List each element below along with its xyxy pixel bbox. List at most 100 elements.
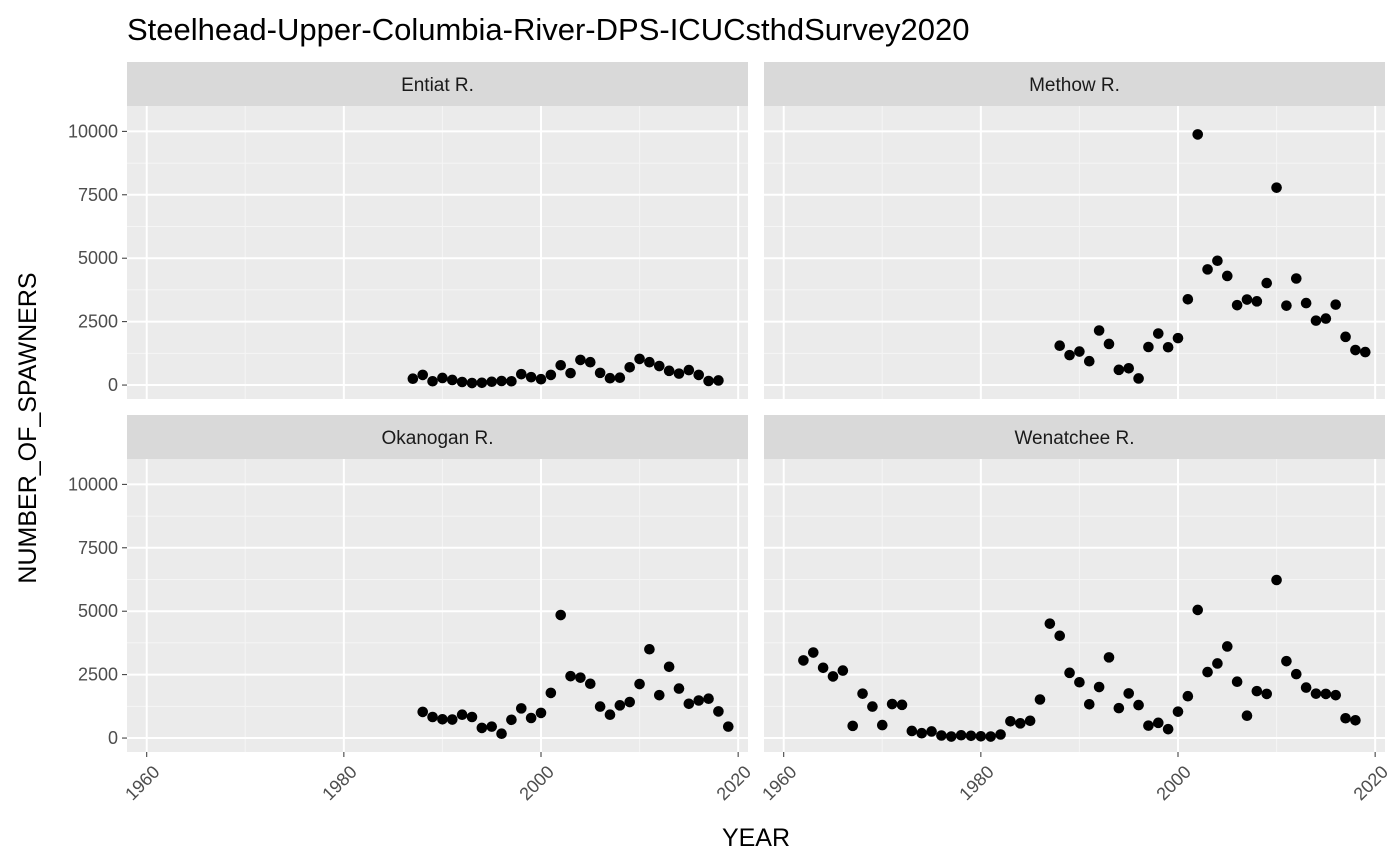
- data-point: [683, 698, 695, 710]
- data-point: [713, 706, 724, 717]
- data-point: [535, 707, 547, 719]
- data-point: [817, 662, 829, 674]
- data-point: [1271, 182, 1282, 193]
- data-point: [1123, 363, 1135, 374]
- data-point: [955, 729, 967, 741]
- y-tick-label: 10000: [68, 474, 118, 494]
- chart-title: Steelhead-Upper-Columbia-River-DPS-ICUCs…: [127, 12, 970, 47]
- data-point: [876, 719, 888, 731]
- data-point: [525, 712, 537, 724]
- data-point: [1202, 264, 1213, 275]
- data-point: [437, 713, 448, 725]
- data-point: [1005, 716, 1016, 727]
- data-point: [1133, 699, 1144, 711]
- data-point: [614, 372, 626, 383]
- y-tick-label: 10000: [68, 121, 118, 141]
- data-point: [926, 726, 937, 737]
- data-point: [1350, 714, 1361, 726]
- data-point: [565, 367, 576, 379]
- data-point: [1064, 349, 1075, 361]
- data-point: [456, 709, 468, 721]
- data-point: [995, 729, 1006, 740]
- data-point: [673, 683, 685, 694]
- data-point: [798, 655, 809, 666]
- data-point: [1212, 658, 1223, 669]
- data-point: [515, 703, 527, 714]
- data-point: [476, 377, 488, 389]
- data-point: [886, 698, 898, 710]
- data-point: [466, 377, 478, 389]
- data-point: [535, 373, 547, 385]
- data-point: [456, 376, 468, 388]
- data-point: [1241, 294, 1253, 305]
- data-point: [407, 373, 419, 385]
- data-point: [634, 353, 645, 365]
- strip-entiat-r: [127, 62, 748, 106]
- strip-methow-r: [764, 62, 1385, 106]
- data-point: [653, 689, 665, 701]
- data-point: [945, 731, 957, 742]
- panel-wenatchee-r: Wenatchee R. 1960 1980 2000 2020: [758, 415, 1392, 804]
- y-tick-label: 0: [108, 375, 118, 395]
- panel-entiat-r: Entiat R. 0 2500 5000 7500 10000: [68, 62, 748, 399]
- y-tick-label: 2500: [78, 665, 118, 685]
- data-point: [1162, 341, 1174, 353]
- data-point: [1271, 574, 1282, 586]
- data-point: [506, 714, 517, 726]
- data-point: [653, 360, 665, 372]
- data-point: [1320, 313, 1332, 324]
- data-point: [936, 730, 947, 741]
- data-point: [896, 699, 908, 711]
- data-point: [486, 376, 498, 388]
- data-point: [1152, 328, 1164, 339]
- data-point: [1251, 296, 1263, 307]
- data-point: [722, 721, 734, 732]
- data-point: [575, 672, 586, 683]
- data-point: [427, 375, 438, 387]
- x-tick-label: 1960: [758, 762, 800, 804]
- panel-methow-r: Methow R.: [764, 62, 1385, 399]
- data-point: [1113, 364, 1125, 376]
- data-point: [1143, 341, 1154, 353]
- data-point: [1231, 299, 1243, 311]
- data-point: [1162, 723, 1174, 735]
- panel-background: [127, 459, 748, 752]
- data-point: [555, 609, 567, 621]
- data-point: [555, 359, 567, 371]
- data-point: [496, 728, 507, 740]
- strip-label: Okanogan R.: [382, 428, 494, 449]
- data-point: [1103, 338, 1115, 350]
- data-point: [1350, 344, 1361, 356]
- data-point: [1034, 694, 1046, 705]
- data-point: [1251, 685, 1263, 697]
- data-point: [985, 731, 997, 742]
- data-point: [1261, 277, 1273, 289]
- data-point: [1143, 720, 1154, 731]
- data-point: [594, 701, 606, 712]
- y-tick-label: 5000: [78, 601, 118, 621]
- x-tick-label: 2020: [1350, 762, 1392, 804]
- data-point: [867, 701, 878, 712]
- data-point: [545, 687, 557, 699]
- panel-background: [127, 106, 748, 399]
- data-point: [916, 727, 928, 739]
- strip-label: Wenatchee R.: [1014, 428, 1134, 449]
- facet-panels: Entiat R. 0 2500 5000 7500 10000 Methow R. Okan…: [68, 62, 1392, 804]
- data-point: [1340, 712, 1351, 724]
- data-point: [1133, 373, 1144, 384]
- data-point: [1281, 300, 1292, 311]
- data-point: [1014, 718, 1026, 729]
- x-axis-title: YEAR: [722, 824, 790, 852]
- data-point: [1113, 702, 1125, 714]
- data-point: [1054, 340, 1066, 352]
- data-point: [1152, 717, 1164, 729]
- x-tick-label: 1980: [318, 762, 360, 804]
- data-point: [1083, 699, 1095, 710]
- data-point: [1064, 667, 1075, 679]
- data-point: [1281, 655, 1292, 667]
- data-point: [1123, 688, 1135, 699]
- data-point: [1320, 688, 1332, 700]
- data-point: [906, 725, 918, 737]
- data-point: [644, 643, 655, 655]
